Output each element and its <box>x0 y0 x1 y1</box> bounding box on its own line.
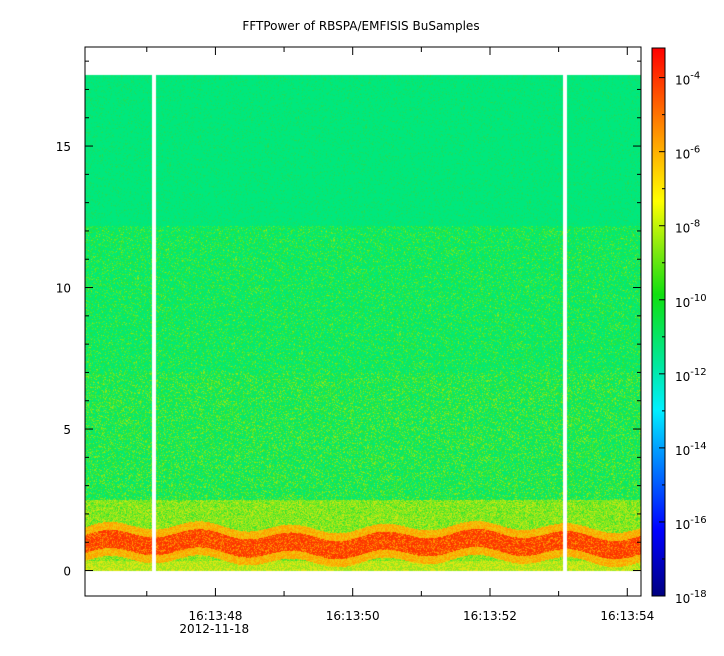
colorbar-tick-label: 10-6 <box>675 145 700 162</box>
x-tick-label: 16:13:48 <box>188 609 242 623</box>
x-tick-label: 16:13:50 <box>326 609 380 623</box>
colorbar-gradient <box>651 47 666 597</box>
y-tick-label: 5 <box>63 423 71 437</box>
colorbar-tick-label: 10-14 <box>675 441 707 458</box>
y-tick-label: 15 <box>56 140 71 154</box>
spectrogram-image <box>85 47 641 596</box>
plot-frame <box>84 46 642 597</box>
plot-area: 16:13:48 16:13:50 16:13:52 16:13:54 0 5 10 15 <box>56 46 654 623</box>
chart-title: FFTPower of RBSPA/EMFISIS BuSamples <box>242 19 479 33</box>
colorbar: 10-4 10-6 10-8 10-10 10-12 10-14 10-16 10-18 <box>651 47 707 606</box>
x-tick-label: 16:13:54 <box>600 609 654 623</box>
colorbar-tick-label: 10-18 <box>675 589 707 606</box>
x-axis: 16:13:48 16:13:50 16:13:52 16:13:54 <box>146 47 654 623</box>
x-axis-date-label: 2012-11-18 <box>179 622 249 636</box>
colorbar-tick-label: 10-12 <box>675 367 707 384</box>
y-tick-label: 0 <box>63 565 71 579</box>
y-tick-label: 10 <box>56 282 71 296</box>
spectrogram-raster <box>85 47 641 596</box>
colorbar-tick-label: 10-4 <box>675 71 700 88</box>
colorbar-tick-label: 10-16 <box>675 515 707 532</box>
colorbar-tick-label: 10-10 <box>675 293 707 310</box>
colorbar-tick-label: 10-8 <box>675 219 700 236</box>
x-tick-label: 16:13:52 <box>463 609 517 623</box>
y-axis: 0 5 10 15 <box>56 60 641 579</box>
